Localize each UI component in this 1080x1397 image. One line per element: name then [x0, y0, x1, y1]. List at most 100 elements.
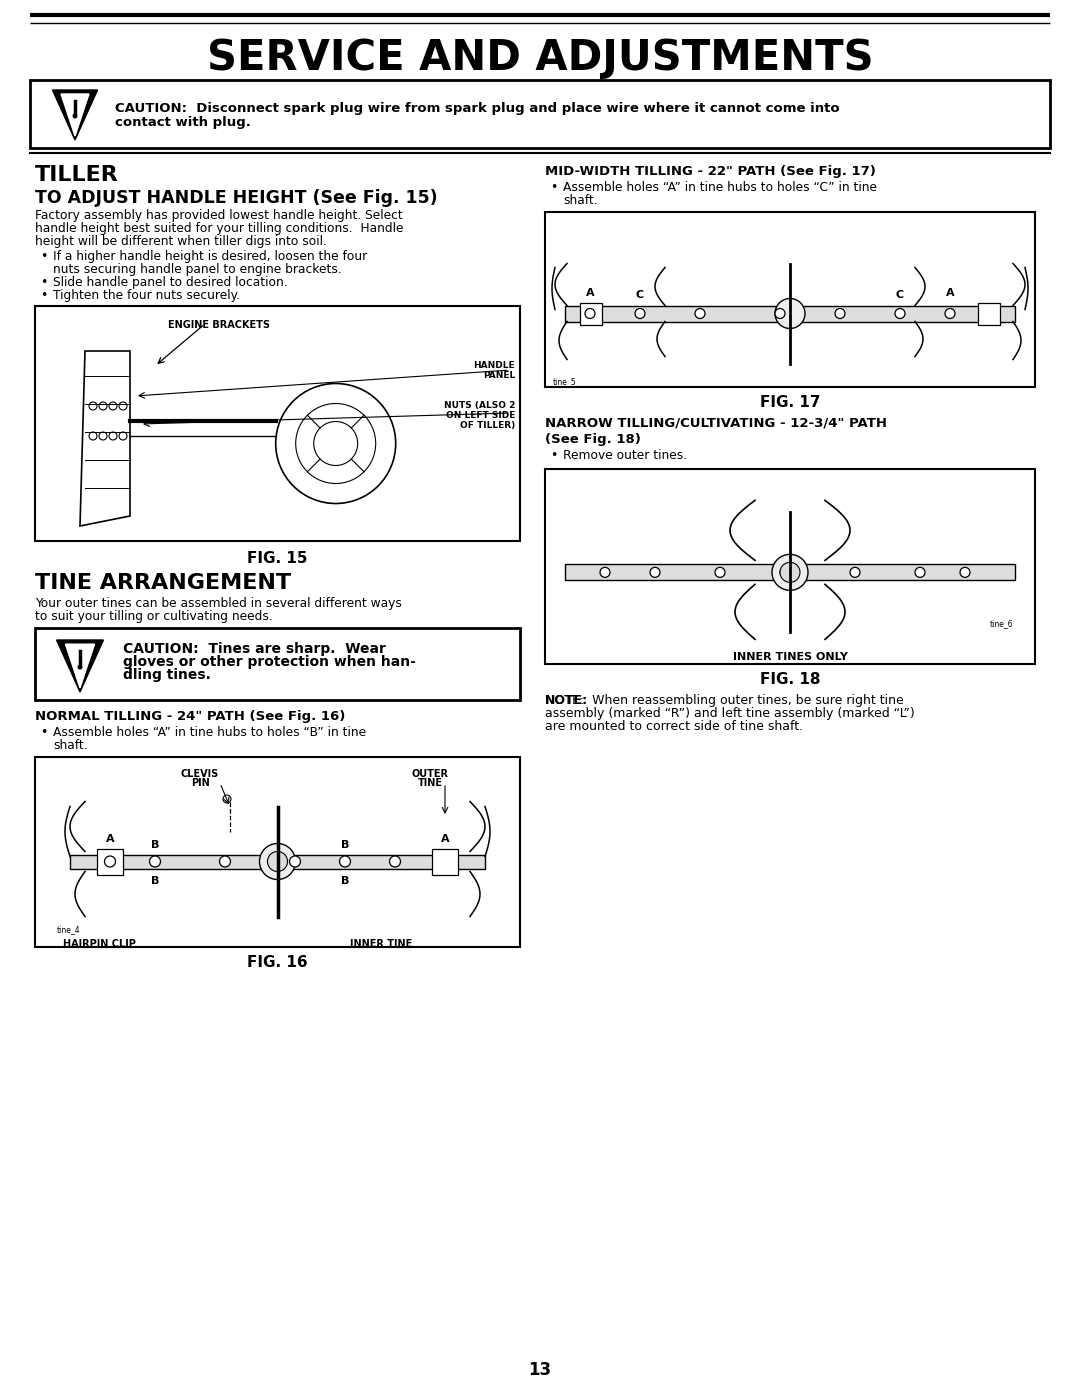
Text: Remove outer tines.: Remove outer tines. — [563, 448, 687, 462]
Text: FIG. 17: FIG. 17 — [759, 395, 820, 409]
Text: CLEVIS: CLEVIS — [180, 768, 219, 780]
Circle shape — [289, 856, 300, 868]
Circle shape — [775, 309, 785, 319]
Text: INNER TINE: INNER TINE — [350, 939, 413, 949]
Text: Slide handle panel to desired location.: Slide handle panel to desired location. — [53, 277, 287, 289]
Text: Your outer tines can be assembled in several different ways: Your outer tines can be assembled in sev… — [35, 597, 402, 610]
Text: (See Fig. 18): (See Fig. 18) — [545, 433, 640, 446]
Circle shape — [915, 567, 924, 577]
Circle shape — [105, 856, 116, 868]
Polygon shape — [66, 644, 95, 687]
Text: ON LEFT SIDE: ON LEFT SIDE — [446, 411, 515, 420]
Circle shape — [585, 309, 595, 319]
Bar — [978, 303, 1000, 324]
Text: OF TILLER): OF TILLER) — [460, 420, 515, 430]
Circle shape — [268, 852, 287, 872]
Bar — [545, 212, 1035, 387]
Bar — [30, 80, 1050, 148]
Text: •: • — [40, 289, 48, 302]
Text: handle height best suited for your tilling conditions.  Handle: handle height best suited for your tilli… — [35, 222, 404, 235]
Circle shape — [635, 309, 645, 319]
Bar — [545, 469, 1035, 664]
Text: FIG. 15: FIG. 15 — [247, 550, 308, 566]
Text: B: B — [151, 876, 159, 886]
Text: assembly (marked “R”) and left tine assembly (marked “L”): assembly (marked “R”) and left tine asse… — [545, 707, 915, 719]
Text: tine_5: tine_5 — [553, 377, 577, 386]
Text: •: • — [40, 277, 48, 289]
Text: •: • — [550, 448, 557, 462]
Text: 13: 13 — [528, 1361, 552, 1379]
Text: A: A — [585, 289, 594, 299]
Text: SERVICE AND ADJUSTMENTS: SERVICE AND ADJUSTMENTS — [206, 36, 874, 80]
Circle shape — [895, 309, 905, 319]
Circle shape — [339, 856, 351, 868]
Circle shape — [715, 567, 725, 577]
Bar — [35, 757, 519, 947]
Bar — [97, 848, 123, 875]
Text: A: A — [441, 834, 449, 844]
Text: •: • — [40, 726, 48, 739]
Text: HAIRPIN CLIP: HAIRPIN CLIP — [63, 939, 136, 949]
Text: tine_4: tine_4 — [57, 925, 81, 935]
Text: FIG. 16: FIG. 16 — [247, 956, 308, 970]
Text: NOTE:  When reassembling outer tines, be sure right tine: NOTE: When reassembling outer tines, be … — [545, 694, 904, 707]
Text: nuts securing handle panel to engine brackets.: nuts securing handle panel to engine bra… — [53, 263, 341, 277]
Circle shape — [149, 856, 161, 868]
Circle shape — [780, 567, 789, 577]
Text: CAUTION:  Tines are sharp.  Wear: CAUTION: Tines are sharp. Wear — [123, 643, 386, 657]
Bar — [565, 306, 1015, 321]
Polygon shape — [56, 640, 104, 692]
Text: •: • — [550, 182, 557, 194]
Text: NOTE:: NOTE: — [545, 694, 589, 707]
Circle shape — [775, 299, 805, 328]
Text: TINE: TINE — [418, 778, 443, 788]
Circle shape — [259, 844, 296, 880]
Text: PIN: PIN — [191, 778, 210, 788]
Bar — [35, 629, 519, 700]
Text: •: • — [40, 250, 48, 263]
Text: Assemble holes “A” in tine hubs to holes “C” in tine: Assemble holes “A” in tine hubs to holes… — [563, 182, 877, 194]
Circle shape — [600, 567, 610, 577]
Polygon shape — [53, 89, 97, 140]
Text: MID-WIDTH TILLING - 22" PATH (See Fig. 17): MID-WIDTH TILLING - 22" PATH (See Fig. 1… — [545, 165, 876, 177]
Text: B: B — [341, 876, 349, 886]
Text: Assemble holes “A” in tine hubs to holes “B” in tine: Assemble holes “A” in tine hubs to holes… — [53, 726, 366, 739]
Text: dling tines.: dling tines. — [123, 668, 211, 682]
Text: NUTS (ALSO 2: NUTS (ALSO 2 — [444, 401, 515, 409]
Circle shape — [73, 115, 77, 117]
Text: to suit your tilling or cultivating needs.: to suit your tilling or cultivating need… — [35, 610, 273, 623]
Text: C: C — [636, 289, 644, 299]
Circle shape — [945, 309, 955, 319]
Text: B: B — [341, 840, 349, 849]
Text: A: A — [106, 834, 114, 844]
Text: Tighten the four nuts securely.: Tighten the four nuts securely. — [53, 289, 240, 302]
Circle shape — [780, 563, 800, 583]
Circle shape — [850, 567, 860, 577]
Text: are mounted to correct side of tine shaft.: are mounted to correct side of tine shaf… — [545, 719, 804, 733]
Text: B: B — [151, 840, 159, 849]
Text: gloves or other protection when han-: gloves or other protection when han- — [123, 655, 416, 669]
Text: INNER TINES ONLY: INNER TINES ONLY — [732, 652, 848, 662]
Text: Factory assembly has provided lowest handle height. Select: Factory assembly has provided lowest han… — [35, 210, 403, 222]
Bar — [70, 855, 485, 869]
Text: HANDLE: HANDLE — [473, 360, 515, 370]
Text: FIG. 18: FIG. 18 — [759, 672, 820, 687]
Text: If a higher handle height is desired, loosen the four: If a higher handle height is desired, lo… — [53, 250, 367, 263]
Text: height will be different when tiller digs into soil.: height will be different when tiller dig… — [35, 235, 327, 249]
Circle shape — [390, 856, 401, 868]
Text: CAUTION:  Disconnect spark plug wire from spark plug and place wire where it can: CAUTION: Disconnect spark plug wire from… — [114, 102, 839, 115]
Polygon shape — [62, 94, 89, 136]
Bar — [432, 848, 458, 875]
Circle shape — [219, 856, 230, 868]
Text: C: C — [896, 289, 904, 299]
Text: TO ADJUST HANDLE HEIGHT (See Fig. 15): TO ADJUST HANDLE HEIGHT (See Fig. 15) — [35, 189, 437, 207]
Bar — [35, 306, 519, 541]
Bar — [580, 303, 602, 324]
Text: OUTER: OUTER — [411, 768, 448, 780]
Circle shape — [772, 555, 808, 591]
Text: shaft.: shaft. — [53, 739, 87, 752]
Circle shape — [650, 567, 660, 577]
Text: TINE ARRANGEMENT: TINE ARRANGEMENT — [35, 573, 292, 592]
Text: A: A — [946, 289, 955, 299]
Text: ENGINE BRACKETS: ENGINE BRACKETS — [168, 320, 270, 330]
